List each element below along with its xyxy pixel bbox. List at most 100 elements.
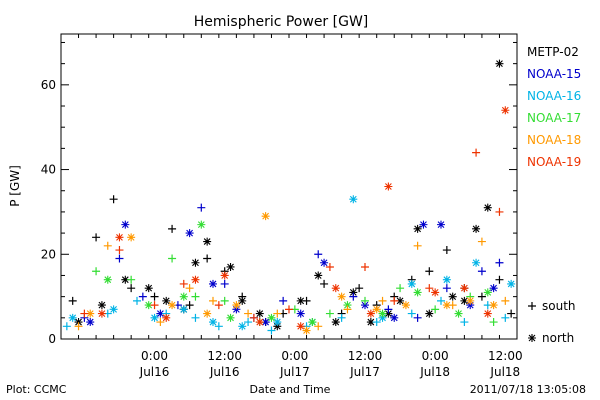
- north-point: [185, 229, 194, 238]
- x-axis: 0:00 Jul16 12:00 Jul16 0:00 Jul17 12:00 Jul17 0:…: [60, 34, 523, 379]
- north-point: [472, 258, 481, 267]
- north-point: [378, 313, 387, 322]
- north-point: [378, 309, 387, 318]
- series-metp-02: [68, 59, 516, 331]
- x-tick-label-date: Jul16: [139, 365, 170, 379]
- north-point: [238, 296, 247, 305]
- north-point: [74, 318, 83, 327]
- south-point: [214, 322, 223, 331]
- north-point: [495, 59, 504, 68]
- north-point: [460, 284, 469, 293]
- north-point: [150, 313, 159, 322]
- south-point: [442, 284, 451, 293]
- north-point: [255, 309, 264, 318]
- legend-entry: NOAA-19: [527, 155, 581, 169]
- south-point: [191, 292, 200, 301]
- north-point: [197, 220, 206, 229]
- north-point: [296, 309, 305, 318]
- north-point: [331, 318, 340, 327]
- south-point: [343, 305, 352, 314]
- south-point: [115, 246, 124, 255]
- north-point: [425, 309, 434, 318]
- north-point: [472, 224, 481, 233]
- south-point: [349, 292, 358, 301]
- south-point: [477, 237, 486, 246]
- south-point: [92, 267, 101, 276]
- south-point: [431, 305, 440, 314]
- south-point: [501, 296, 510, 305]
- marker-key-label: south: [542, 299, 576, 313]
- north-point: [407, 279, 416, 288]
- south-point: [92, 233, 101, 242]
- x-tick-label-time: 0:00: [281, 349, 308, 363]
- north-point: [331, 284, 340, 293]
- south-point: [384, 305, 393, 314]
- plot-timestamp: 2011/07/18 13:05:08: [470, 383, 586, 396]
- y-tick-label: 40: [41, 163, 56, 177]
- south-point: [168, 224, 177, 233]
- south-point: [477, 267, 486, 276]
- north-point: [314, 271, 323, 280]
- north-point: [168, 301, 177, 310]
- south-point: [127, 284, 136, 293]
- north-point: [127, 233, 136, 242]
- north-point: [419, 220, 428, 229]
- south-point: [80, 309, 89, 318]
- south-point: [220, 296, 229, 305]
- north-point: [431, 288, 440, 297]
- x-axis-label: Date and Time: [250, 383, 331, 396]
- north-point: [255, 318, 264, 327]
- south-point: [150, 301, 159, 310]
- north-point: [232, 301, 241, 310]
- x-tick-label-date: Jul18: [419, 365, 450, 379]
- south-point: [150, 292, 159, 301]
- north-point: [366, 309, 375, 318]
- south-point: [103, 241, 112, 250]
- north-point: [396, 296, 405, 305]
- north-point: [302, 326, 311, 335]
- x-tick-label-time: 12:00: [207, 349, 242, 363]
- north-point: [68, 313, 77, 322]
- chart-title: Hemispheric Power [GW]: [194, 14, 369, 30]
- data-points: [62, 59, 516, 335]
- south-point: [267, 326, 276, 335]
- north-point: [162, 296, 171, 305]
- north-point: [115, 233, 124, 242]
- south-point: [325, 262, 334, 271]
- south-point: [249, 313, 258, 322]
- north-point: [261, 318, 270, 327]
- north-point: [361, 301, 369, 310]
- south-point: [127, 275, 136, 284]
- south-point: [314, 322, 323, 331]
- series-noaa-19: [80, 106, 510, 331]
- series-noaa-16: [62, 195, 516, 335]
- north-point: [144, 284, 153, 293]
- north-point: [209, 279, 217, 288]
- south-point: [168, 254, 177, 263]
- south-point: [413, 241, 422, 250]
- north-point: [437, 220, 445, 229]
- south-point: [156, 318, 165, 327]
- south-point: [325, 309, 334, 318]
- north-point: [179, 292, 188, 301]
- south-point: [244, 318, 253, 327]
- north-point: [226, 262, 235, 271]
- x-tick-label-date: Jul17: [279, 365, 310, 379]
- south-point: [489, 318, 498, 327]
- north-point: [209, 318, 217, 327]
- y-tick-label: 20: [41, 247, 56, 261]
- south-point: [425, 267, 434, 276]
- north-point: [156, 309, 165, 318]
- y-axis: 0 20 40 60: [41, 41, 517, 346]
- south-point: [244, 309, 253, 318]
- north-point: [384, 182, 393, 191]
- north-point: [413, 288, 422, 297]
- x-tick-label-date: Jul18: [489, 365, 520, 379]
- north-point: [203, 237, 212, 246]
- south-point: [138, 292, 147, 301]
- south-point: [68, 296, 77, 305]
- y-tick-label: 60: [41, 78, 56, 92]
- north-point: [86, 318, 95, 327]
- north-point: [320, 258, 329, 267]
- south-point: [285, 305, 293, 314]
